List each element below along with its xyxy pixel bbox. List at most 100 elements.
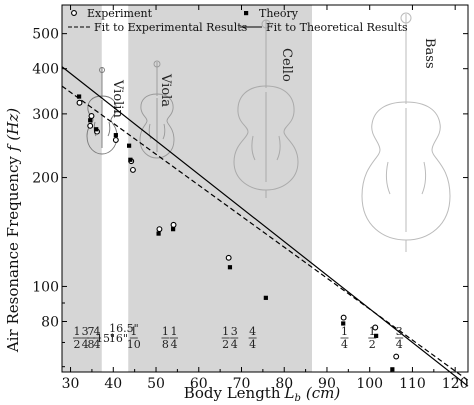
theory-point-5	[126, 143, 132, 148]
x-axis-ticks: 30 40 50 60 70 80 90 100 110 120	[62, 5, 469, 392]
size-label-14-denominator: 4	[341, 338, 348, 351]
size-label-8-numerator: 1	[130, 325, 137, 338]
fit-lines	[61, 66, 469, 387]
x-tick-label-50: 50	[147, 376, 165, 392]
size-label-2-denominator: 4	[82, 338, 89, 351]
size-label-1-denominator: 2	[73, 338, 80, 351]
x-tick-label-40: 40	[104, 376, 122, 392]
fit-to-theoretical-results-line	[61, 66, 469, 387]
size-label-1-numerator: 1	[73, 325, 80, 338]
size-label-16-numerator: 3	[396, 325, 403, 338]
y-tick-label-200: 200	[32, 171, 59, 187]
y-axis-ticks: 80 100 200 300 400 500	[32, 4, 468, 368]
size-label-3-numerator: 7	[88, 325, 95, 338]
size-label-14-numerator: 1	[341, 325, 348, 338]
theory-point-3	[94, 127, 99, 132]
size-label-11-numerator: 1	[222, 325, 229, 338]
theory-legend-marker	[244, 11, 249, 16]
y-tick-label-100: 100	[32, 279, 59, 295]
experiment-point-10	[225, 254, 232, 261]
size-label-15: 12	[368, 325, 377, 351]
size-label-13: 44	[248, 325, 257, 351]
size-label-1: 12	[72, 325, 81, 351]
instrument-bands	[62, 5, 313, 372]
size-label-9-denominator: 8	[162, 338, 169, 351]
experiment-legend-label: Experiment	[87, 7, 153, 20]
theory-point-12	[374, 333, 379, 338]
size-label-11-denominator: 2	[222, 338, 229, 351]
experiment-point-3	[88, 113, 95, 119]
size-label-10-denominator: 4	[170, 338, 177, 351]
size-label-8-denominator: 10	[127, 338, 141, 351]
theory-point-9	[227, 265, 233, 270]
x-axis-label: Body Length Lb (cm)	[184, 384, 341, 404]
violin-band	[62, 5, 102, 372]
size-label-5: 15"	[96, 332, 115, 345]
size-label-15-numerator: 1	[369, 325, 376, 338]
plot-frame	[61, 4, 469, 373]
experiment-point-13	[393, 353, 400, 360]
viola-illustration	[139, 60, 175, 159]
theory-point-13	[390, 367, 395, 372]
bass-label: Bass	[422, 38, 437, 69]
size-label-12: 34	[230, 325, 239, 351]
bass-illustration	[361, 12, 451, 252]
size-label-4-numerator: 4	[94, 325, 101, 338]
fit-to-experimental-results-legend-label: Fit to Experimental Results	[94, 21, 248, 34]
x-tick-label-70: 70	[233, 376, 251, 392]
x-tick-label-90: 90	[318, 376, 336, 392]
theory-point-4	[113, 133, 118, 138]
theory-point-6	[128, 157, 133, 162]
data-points	[76, 94, 400, 372]
instrument-labels: Violin Viola Cello Bass	[110, 38, 437, 118]
size-label-4-denominator: 4	[94, 338, 101, 351]
size-label-9-numerator: 1	[162, 325, 169, 338]
experiment-point-1	[76, 99, 83, 106]
x-tick-label-110: 110	[399, 376, 426, 392]
size-label-12-denominator: 4	[231, 338, 238, 351]
x-tick-label-30: 30	[62, 376, 80, 392]
experiment-point-7	[129, 166, 136, 173]
size-label-12-numerator: 3	[231, 325, 238, 338]
experiment-point-12	[372, 324, 379, 331]
size-label-2-numerator: 3	[82, 325, 89, 338]
size-label-15-denominator: 2	[369, 338, 376, 351]
experiment-point-9	[170, 221, 177, 228]
size-label-16-denominator: 4	[396, 338, 403, 351]
theory-point-2	[88, 118, 93, 123]
cello-illustration	[233, 19, 299, 198]
size-label-9: 18	[161, 325, 170, 351]
y-axis-label: Air Resonance Frequencyf(Hz)	[4, 108, 22, 353]
size-label-10-numerator: 1	[170, 325, 177, 338]
fit-to-theoretical-results-legend-label: Fit to Theoretical Results	[266, 21, 408, 34]
size-label-16: 34	[395, 325, 404, 351]
x-tick-label-60: 60	[190, 376, 208, 392]
experiment-point-11	[340, 314, 347, 321]
theory-point-11	[341, 321, 346, 326]
size-label-7: 16.5"	[109, 322, 139, 335]
size-label-13-denominator: 4	[249, 338, 256, 351]
y-tick-label-80: 80	[41, 314, 59, 330]
size-label-11: 12	[221, 325, 230, 351]
experiment-point-5	[112, 137, 119, 143]
size-label-10: 14	[169, 325, 178, 351]
y-tick-label-300: 300	[32, 107, 59, 123]
experiment-legend-marker	[71, 10, 77, 16]
theory-point-1	[76, 94, 82, 99]
size-label-8: 110	[127, 325, 141, 351]
theory-legend-label: Theory	[259, 7, 299, 20]
y-tick-label-400: 400	[32, 62, 59, 78]
y-tick-label-500: 500	[32, 27, 59, 43]
violin-label: Violin	[110, 79, 125, 118]
x-tick-label-120: 120	[442, 376, 469, 392]
size-label-3-denominator: 8	[88, 338, 95, 351]
theory-point-7	[156, 231, 161, 236]
size-label-13-numerator: 4	[249, 325, 256, 338]
size-label-14: 14	[340, 325, 349, 351]
cello-label: Cello	[279, 48, 294, 82]
size-label-4: 44	[93, 325, 102, 351]
size-label-6: 16"	[109, 332, 128, 345]
x-tick-label-80: 80	[275, 376, 293, 392]
legend: Experiment Theory Fit to Experimental Resu…	[68, 7, 408, 34]
